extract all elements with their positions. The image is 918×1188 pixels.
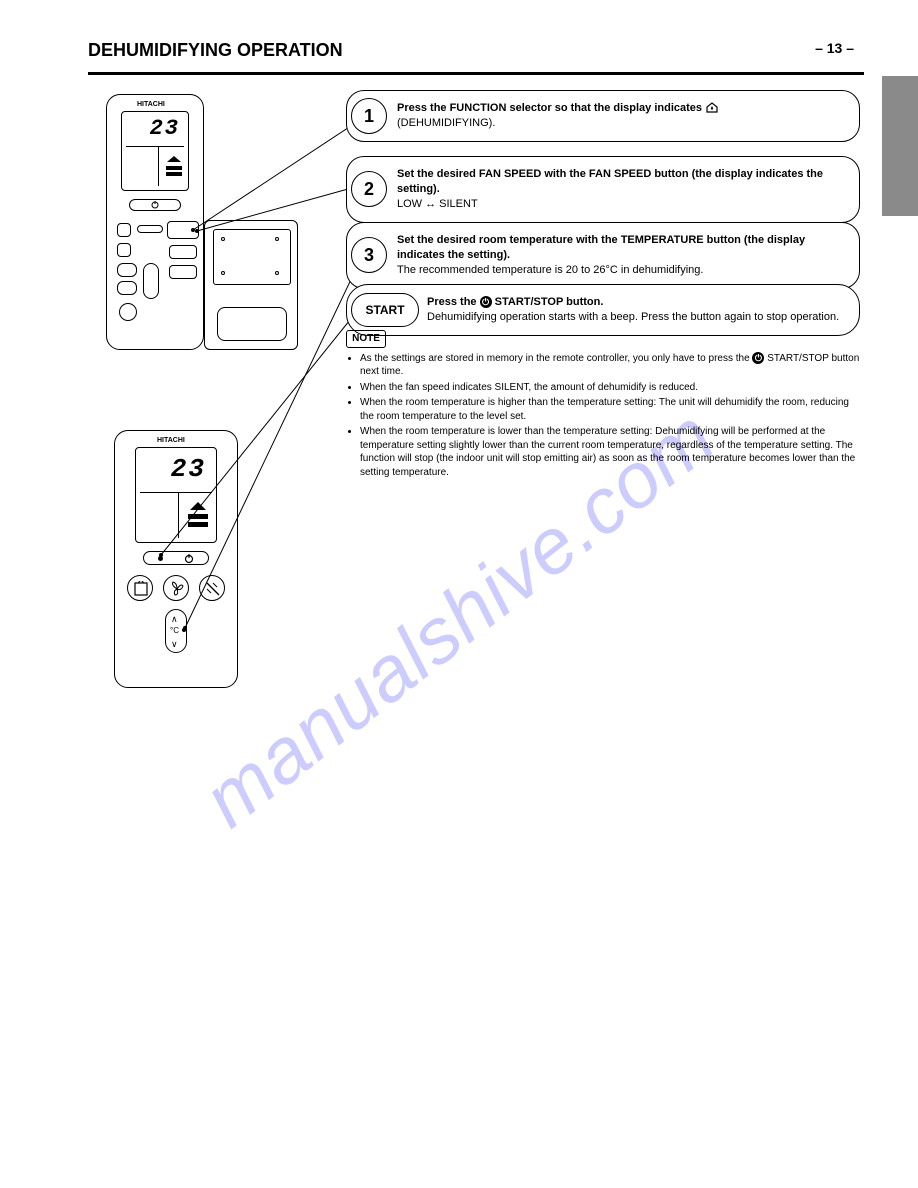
step-3-title: Set the desired room temperature with th…: [397, 234, 805, 261]
power-icon-inline-2: ⏻: [752, 352, 764, 364]
step-2-title: Set the desired FAN SPEED with the FAN S…: [397, 168, 823, 195]
step-2-desc: LOW ↔ SILENT: [397, 198, 478, 210]
note-label: NOTE: [346, 330, 386, 348]
manual-page: DEHUMIDIFYING OPERATION – 13 – manualshi…: [0, 0, 918, 1188]
step-4-desc: Dehumidifying operation starts with a be…: [427, 311, 839, 323]
step-badge-3: 3: [351, 237, 387, 273]
notes-list: As the settings are stored in memory in …: [346, 352, 860, 480]
note-item: When the room temperature is lower than …: [360, 425, 860, 479]
power-icon-inline: ⏻: [480, 296, 492, 308]
step-3-desc: The recommended temperature is 20 to 26°…: [397, 264, 703, 276]
step-2: 2 Set the desired FAN SPEED with the FAN…: [346, 156, 860, 223]
step-1-title: Press the FUNCTION selector so that the …: [397, 102, 702, 114]
dehumidify-icon: [705, 102, 719, 114]
step-badge-1: 1: [351, 98, 387, 134]
step-4-title: Press the ⏻ START/STOP button.: [427, 296, 603, 308]
step-1-desc: (DEHUMIDIFYING).: [397, 117, 495, 129]
step-1: 1 Press the FUNCTION selector so that th…: [346, 90, 860, 142]
note-item: When the room temperature is higher than…: [360, 396, 860, 423]
step-4: START Press the ⏻ START/STOP button. Deh…: [346, 284, 860, 336]
note-item: As the settings are stored in memory in …: [360, 352, 860, 379]
start-badge: START: [351, 293, 419, 327]
note-item: When the fan speed indicates SILENT, the…: [360, 381, 860, 395]
step-3: 3 Set the desired room temperature with …: [346, 222, 860, 289]
notes-block: NOTE As the settings are stored in memor…: [346, 330, 860, 481]
step-badge-2: 2: [351, 171, 387, 207]
